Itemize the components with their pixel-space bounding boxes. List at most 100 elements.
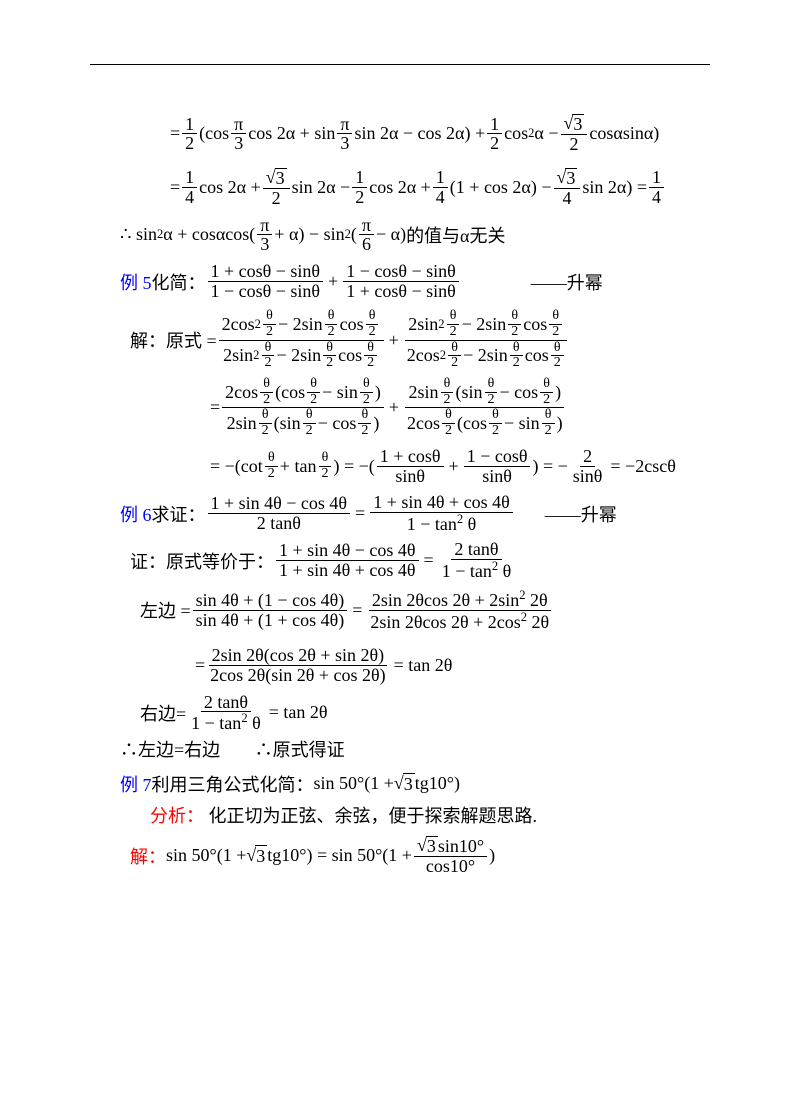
- sqrt3b: √3: [266, 168, 287, 188]
- txt-cn: 求证：: [152, 501, 206, 527]
- txt: α −: [534, 123, 558, 144]
- sol-label: 解：: [130, 843, 166, 869]
- txt: ∴ sin: [120, 224, 157, 245]
- ex5s1f1: 2cos2 θ2 − 2sin θ2 cos θ2 2sin2 θ2 − 2si…: [219, 309, 384, 371]
- txt: + α) − sin: [274, 224, 344, 245]
- f14a: 14: [182, 168, 197, 207]
- txt: (: [351, 224, 357, 245]
- txt: sin 50°(1 +: [166, 845, 246, 866]
- txt: (cos: [199, 123, 229, 144]
- eq-1-line2: = 14 cos 2α + √32 sin 2α − 12 cos 2α + 1…: [170, 168, 720, 208]
- ex6-statement: 例 6 求证： 1 + sin 4θ − cos 4θ2 tanθ = 1 + …: [120, 493, 720, 534]
- eq-1-line1: = 12 (cos π3 cos 2α + sin π3 sin 2α − co…: [170, 114, 720, 154]
- frac-pi3b: π3: [337, 115, 352, 154]
- eq: =: [195, 655, 205, 676]
- txt: ) = −(: [333, 456, 374, 477]
- eq: =: [421, 550, 437, 571]
- txt-cn: 解：原式 =: [130, 327, 217, 353]
- ex5-label: 例 5: [120, 269, 152, 295]
- sqrt3-ex7: √3: [394, 773, 415, 795]
- ex6-note: ——升幂: [545, 501, 617, 527]
- ex5-step3: = −(cot θ2 + tan θ2 ) = −( 1 + cosθsinθ …: [210, 447, 720, 486]
- frac-rt3-2: √32: [561, 114, 588, 154]
- txt-cn: 利用三角公式化简：: [152, 771, 314, 797]
- txt-cn: ∴原式得证: [255, 740, 345, 760]
- txt: = tan 2θ: [266, 702, 331, 723]
- analysis-label: 分析：: [150, 806, 204, 826]
- txt-cn: 化正切为正弦、余弦，便于探索解题思路.: [209, 806, 538, 826]
- plus: +: [386, 330, 402, 351]
- txt: sin 2α −: [292, 177, 351, 198]
- plus: +: [446, 456, 462, 477]
- txt: ): [489, 845, 495, 866]
- txt: ) = −: [532, 456, 567, 477]
- txt-cn: ∴左边=右边: [120, 740, 220, 760]
- txt: =: [170, 123, 180, 144]
- txt: + tan: [280, 456, 317, 477]
- frac-half2: 12: [487, 115, 502, 154]
- ex5-f1: 1 + cosθ − sinθ1 − cosθ − sinθ: [208, 262, 324, 301]
- txt: cos: [504, 123, 528, 144]
- f12b: 12: [352, 168, 367, 207]
- txt: cosαsinα): [589, 123, 659, 144]
- ex5-f2: 1 − cosθ − sinθ1 + cosθ − sinθ: [343, 262, 459, 301]
- ex5-step1: 解：原式 = 2cos2 θ2 − 2sin θ2 cos θ2 2sin2 θ…: [130, 309, 720, 371]
- ex5s2f1: 2cos θ2 (cos θ2 − sin θ2 ) 2sin θ2 (sin …: [222, 377, 384, 439]
- fpi3c: π3: [257, 216, 272, 255]
- ex5s2f2: 2sin θ2 (sin θ2 − cos θ2 ) 2cos θ2 (cos …: [404, 377, 566, 439]
- txt: = −(cot: [210, 456, 263, 477]
- ex5-note: ——升幂: [531, 269, 603, 295]
- frt34: √34: [554, 168, 581, 208]
- sqrt3c: √3: [557, 168, 578, 188]
- ex5-statement: 例 5 化简： 1 + cosθ − sinθ1 − cosθ − sinθ +…: [120, 262, 720, 301]
- txt: cos 2α +: [199, 177, 261, 198]
- txt: cos 2α +: [369, 177, 431, 198]
- txt-cn: 左边 =: [140, 597, 191, 623]
- ex6-label: 例 6: [120, 501, 152, 527]
- frac-pi3: π3: [231, 115, 246, 154]
- eq: =: [352, 503, 368, 524]
- f14c: 14: [649, 168, 664, 207]
- sqrt3-ex7c: √3: [417, 836, 438, 856]
- txt-cn: 化简：: [152, 269, 206, 295]
- txt-cn: 右边=: [140, 700, 186, 726]
- ex7-label: 例 7: [120, 771, 152, 797]
- txt: (1 + cos 2α) −: [450, 177, 552, 198]
- txt: = −2cscθ: [607, 456, 678, 477]
- txt-cn: 的值与α无关: [406, 222, 505, 248]
- plus: +: [386, 397, 402, 418]
- plus: +: [325, 271, 341, 292]
- ex6-lhs: 1 + sin 4θ − cos 4θ2 tanθ: [208, 494, 351, 533]
- txt: − α): [376, 224, 406, 245]
- page-root: = 12 (cos π3 cos 2α + sin π3 sin 2α − co…: [0, 0, 800, 1116]
- ex7-analysis: 分析： 化正切为正弦、余弦，便于探索解题思路.: [150, 805, 720, 828]
- sqrt3: √3: [564, 114, 585, 134]
- sqrt3-ex7b: √3: [246, 845, 267, 867]
- ex6-left-step2: = 2sin 2θ(cos 2θ + sin 2θ)2cos 2θ(sin 2θ…: [195, 646, 720, 685]
- txt: sin 2α − cos 2α) +: [354, 123, 485, 144]
- txt: = tan 2θ: [391, 655, 456, 676]
- ex7-solution: 解： sin 50°(1 + √3 tg10°) = sin 50°(1 + √…: [130, 836, 720, 876]
- ex5-step2: = 2cos θ2 (cos θ2 − sin θ2 ) 2sin θ2 (si…: [210, 377, 720, 439]
- txt: sin 50°(1 +: [314, 773, 394, 794]
- frac-half: 12: [182, 115, 197, 154]
- ex6-left-step1: 左边 = sin 4θ + (1 − cos 4θ)sin 4θ + (1 + …: [140, 589, 720, 632]
- eq: =: [210, 397, 220, 418]
- ex5s1f2: 2sin2 θ2 − 2sin θ2 cos θ2 2cos2 θ2 − 2si…: [404, 309, 569, 371]
- eq-1-conclusion: ∴ sin2 α + cosαcos( π3 + α) − sin2 ( π6 …: [120, 216, 720, 255]
- txt: =: [170, 177, 180, 198]
- ex6-equiv: 证：原式等价于： 1 + sin 4θ − cos 4θ1 + sin 4θ +…: [130, 540, 720, 581]
- ex6-right: 右边= 2 tanθ1 − tan2 θ = tan 2θ: [140, 693, 720, 734]
- ex7-frac: √3 sin10° cos10°: [414, 836, 487, 876]
- top-rule: [90, 64, 710, 65]
- txt: cos 2α + sin: [248, 123, 335, 144]
- fpi6: π6: [359, 216, 374, 255]
- frt32a: √32: [263, 168, 290, 208]
- txt: tg10°): [415, 773, 460, 794]
- ex7-statement: 例 7 利用三角公式化简： sin 50°(1 + √3 tg10°): [120, 771, 720, 797]
- f14b: 14: [433, 168, 448, 207]
- txt-cn: 证：原式等价于：: [130, 548, 274, 574]
- txt: tg10°) = sin 50°(1 +: [267, 845, 412, 866]
- txt: α + cosαcos(: [163, 224, 255, 245]
- ex6-rhs: 1 + sin 4θ + cos 4θ1 − tan2 θ: [370, 493, 513, 534]
